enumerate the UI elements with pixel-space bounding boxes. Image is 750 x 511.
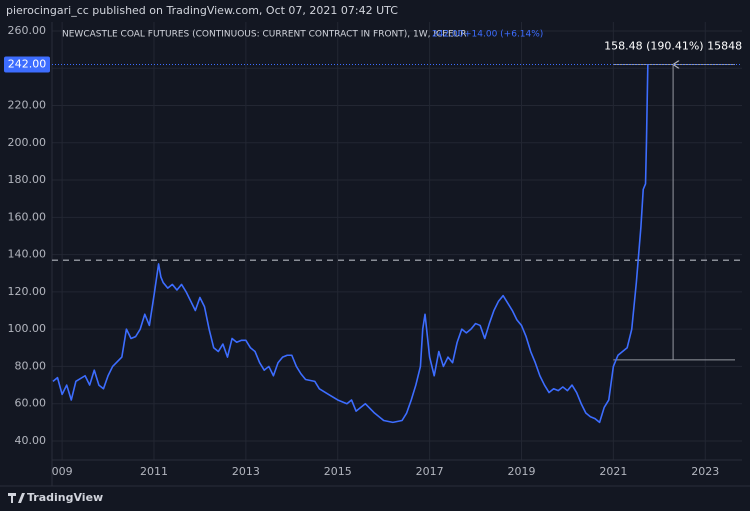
price-line-series — [52, 64, 649, 424]
measure-label: 158.48 (190.41%) 15848 — [604, 39, 742, 52]
chart-title: NEWCASTLE COAL FUTURES (CONTINUOUS: CURR… — [62, 30, 467, 40]
x-tick-label: 2011 — [140, 465, 168, 478]
y-tick-label: 220.00 — [8, 98, 47, 111]
x-tick-label: 009 — [52, 465, 73, 478]
header: pierocingari_cc published on TradingView… — [6, 4, 398, 17]
x-tick-label: 2023 — [691, 465, 719, 478]
x-tick-label: 2021 — [599, 465, 627, 478]
last-price: 242.00 — [432, 30, 464, 40]
y-tick-label: 80.00 — [15, 359, 47, 372]
y-tick-label: 140.00 — [8, 248, 47, 261]
y-tick-label: 100.00 — [8, 322, 47, 335]
y-tick-label: 200.00 — [8, 136, 47, 149]
x-tick-label: 2019 — [507, 465, 535, 478]
y-tick-label: 60.00 — [15, 397, 47, 410]
y-tick-label: 120.00 — [8, 285, 47, 298]
y-tick-label: 260.00 — [8, 24, 47, 37]
y-tick-label: 180.00 — [8, 173, 47, 186]
grid — [52, 22, 742, 460]
x-tick-label: 2015 — [324, 465, 352, 478]
price-tag-label: 242.00 — [8, 57, 47, 70]
footer-brand: TradingView — [27, 491, 103, 504]
price-tag-box — [4, 56, 50, 73]
x-tick-label: 2013 — [232, 465, 260, 478]
y-tick-label: 160.00 — [8, 210, 47, 223]
x-tick-label: 2017 — [416, 465, 444, 478]
tv-logo — [8, 493, 25, 503]
price-change: +14.00 (+6.14%) — [464, 30, 543, 40]
y-tick-label: 40.00 — [15, 434, 47, 447]
